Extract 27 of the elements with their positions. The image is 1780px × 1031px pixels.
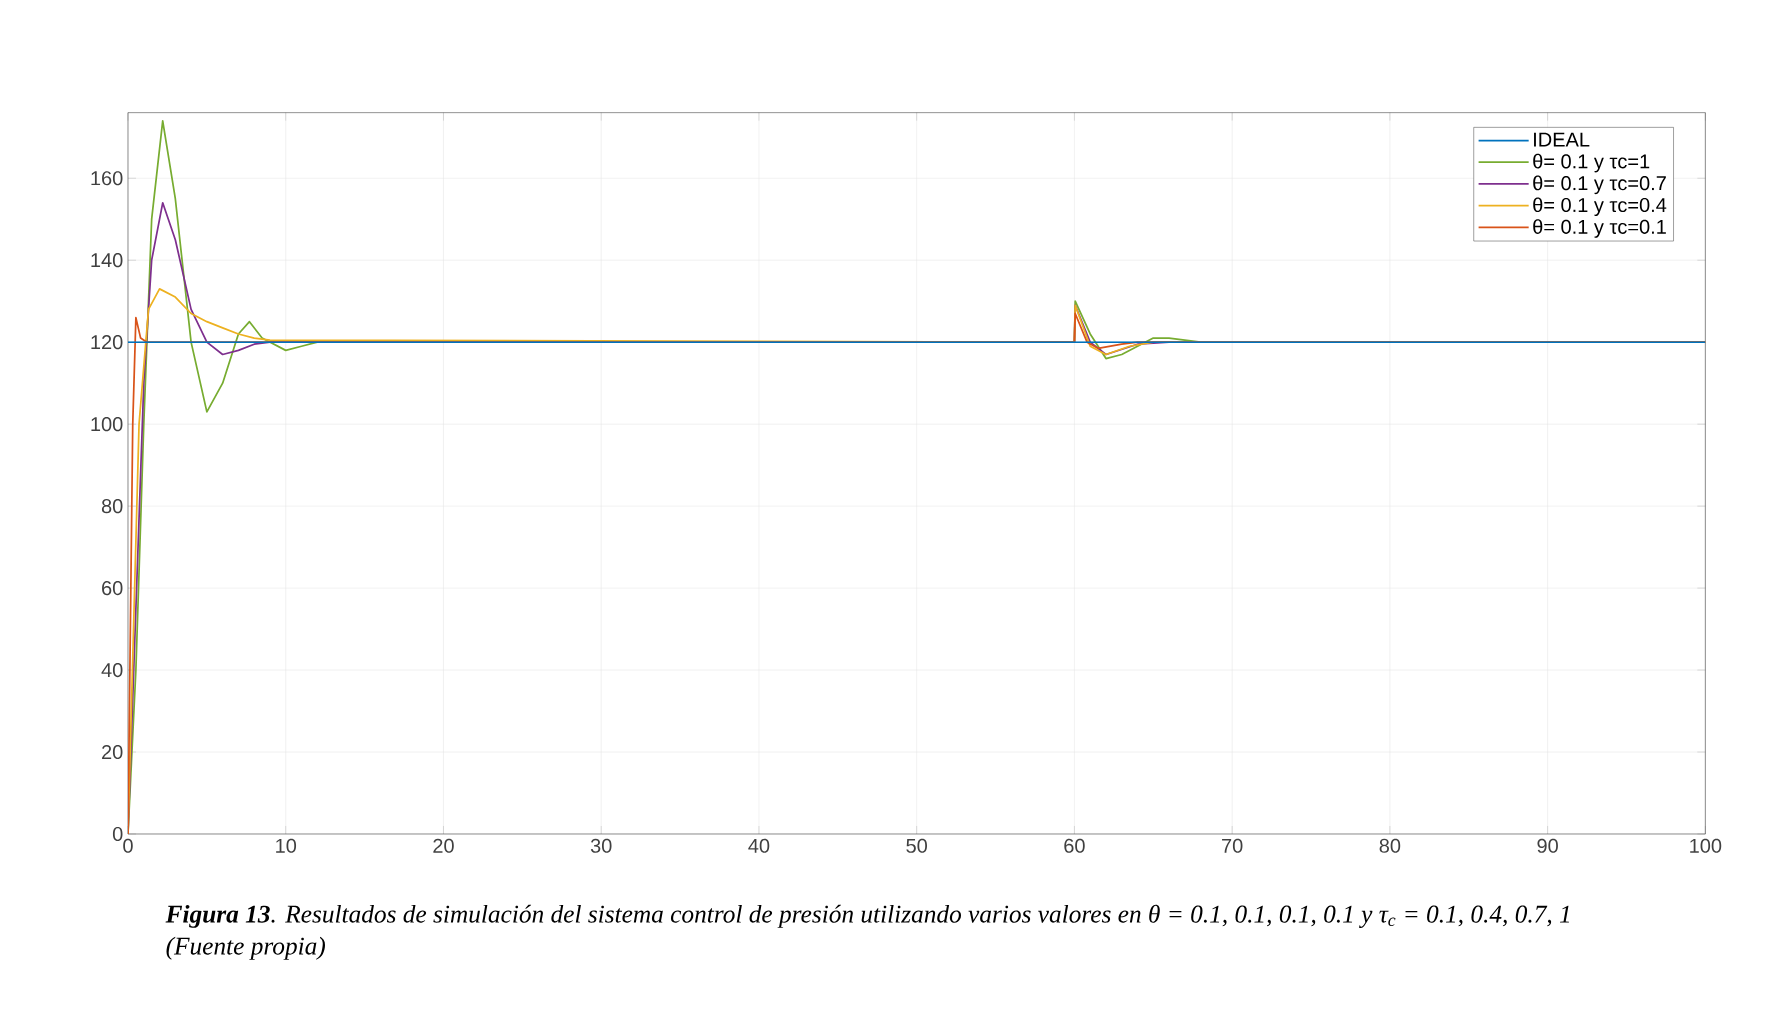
y-tick-label: 140: [91, 253, 123, 268]
legend-label: IDEAL: [1534, 132, 1590, 147]
x-tick-label: 90: [1537, 838, 1558, 853]
legend-label: θ= 0.1 y τc=1: [1533, 153, 1650, 173]
text: Figura 13. Resultados de simulación del sistema control de presión utilizando varios valores en θ = 0.1, 0.1, 0.1, 0.1 y τ$_{c}$ = 0.1, 0.4, 0.7, 1: [165, 904, 1570, 928]
x-tick-label: 40: [748, 838, 770, 853]
x-tick-label: 20: [433, 838, 454, 853]
y-tick-label: 20: [102, 744, 123, 760]
legend-label: θ= 0.1 y τc=0.1: [1533, 219, 1666, 238]
text: (Fuente propia): [166, 936, 325, 960]
legend-label: θ= 0.1 y τc=0.7: [1533, 175, 1666, 195]
y-tick-label: 80: [101, 499, 123, 514]
y-tick-label: 60: [102, 581, 123, 596]
x-tick-label: 30: [590, 838, 612, 853]
x-tick-label: 0: [123, 838, 133, 853]
y-tick-label: 160: [91, 171, 123, 186]
x-tick-label: 70: [1222, 838, 1243, 853]
y-tick-label: 40: [101, 662, 123, 678]
x-tick-label: 80: [1379, 838, 1401, 853]
x-tick-label: 100: [1690, 838, 1722, 853]
y-tick-label: 100: [91, 417, 123, 432]
x-tick-label: 50: [906, 838, 928, 853]
x-tick-label: 10: [276, 838, 297, 853]
legend-label: θ= 0.1 y τc=0.4: [1533, 197, 1667, 217]
y-tick-label: 0: [112, 826, 123, 842]
y-tick-label: 120: [91, 335, 123, 350]
x-tick-label: 60: [1064, 838, 1085, 853]
